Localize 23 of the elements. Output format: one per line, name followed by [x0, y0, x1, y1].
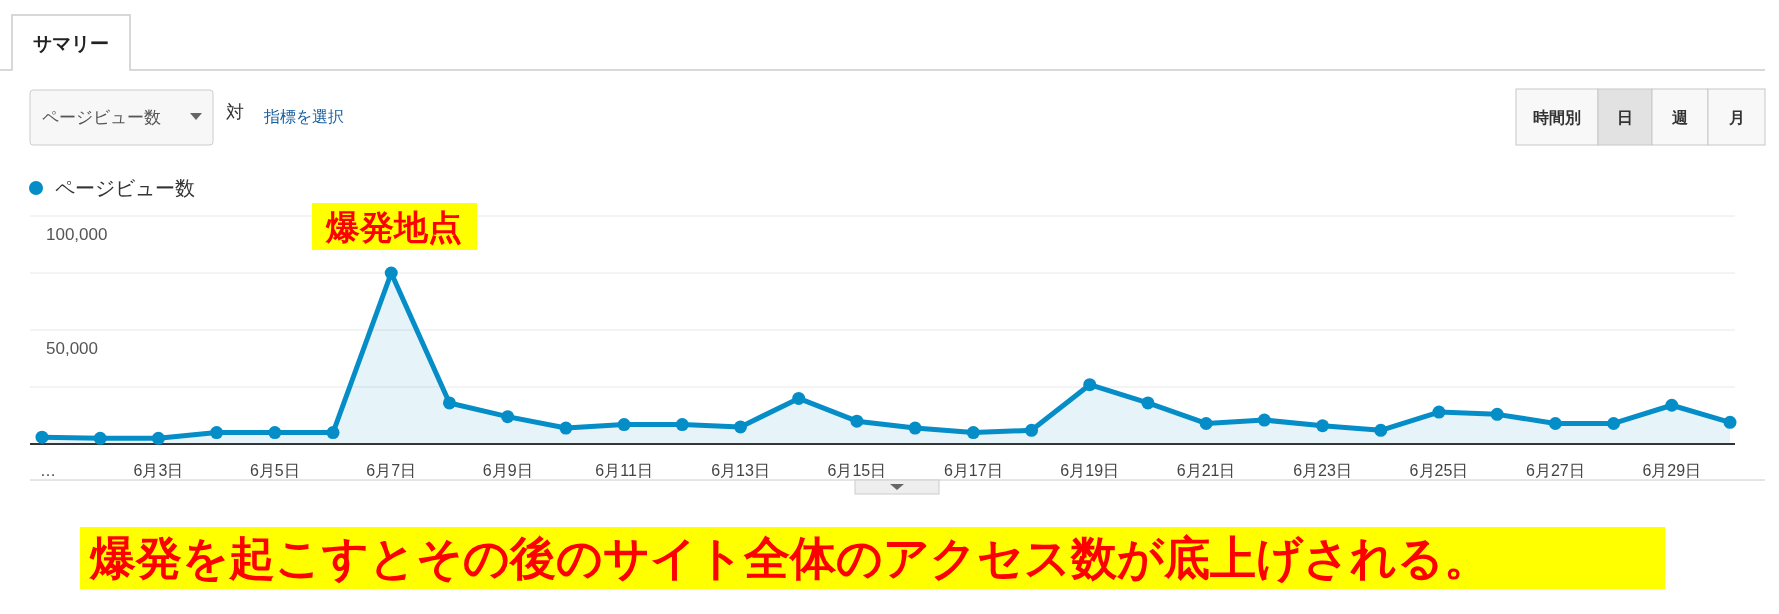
annotation: 爆発地点 [325, 208, 462, 246]
legend: ページビュー数 [29, 177, 195, 199]
x-tick-label: 6月29日 [1642, 462, 1702, 479]
x-tick-label: 6月15日 [827, 462, 887, 479]
legend-label: ページビュー数 [55, 177, 195, 199]
text: サマリー [33, 33, 109, 54]
x-tick-label: 6月3日 [133, 462, 184, 479]
x-tick-label: … [40, 462, 56, 479]
x-tick-label: 6月27日 [1526, 462, 1585, 479]
x-tick-label: 6月13日 [711, 462, 770, 479]
controls: ページビュー数 対 指標を選択 時間別 日 週 月 [29, 88, 1766, 146]
x-tick-label: 6月9日 [482, 462, 533, 479]
x-tick-label: 6月5日 [249, 462, 300, 479]
x-tick-label: 6月25日 [1409, 462, 1469, 479]
x-tick-label: 6月7日 [366, 462, 417, 479]
x-tick-label: 6月23日 [1293, 462, 1352, 479]
y-tick-label: 50,000 [46, 339, 98, 358]
x-tick-label: 6月19日 [1060, 462, 1120, 479]
x-tick-label: 6月21日 [1176, 462, 1236, 479]
x-tick-label: 6月17日 [943, 462, 1003, 479]
x-tick-label: 6月11日 [595, 462, 653, 479]
y-tick-label: 100,000 [46, 225, 108, 244]
text: 爆発を起こすとその後のサイト全体のアクセス数が底上げされる。 [88, 532, 1490, 584]
